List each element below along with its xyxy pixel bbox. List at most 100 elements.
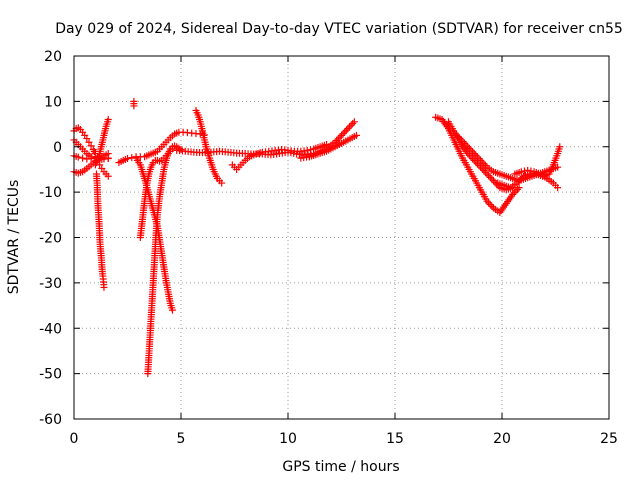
- x-tick-label: 5: [177, 431, 186, 447]
- series-track-f-hook: [96, 161, 112, 180]
- data-point: [104, 172, 112, 180]
- data-point: [104, 150, 112, 158]
- series-track-t-final: [511, 166, 562, 192]
- data-point: [470, 150, 478, 158]
- data-point: [87, 142, 95, 150]
- series-track-p-evening: [432, 113, 523, 217]
- data-point: [346, 123, 354, 131]
- data-point: [218, 179, 226, 187]
- data-point: [334, 135, 342, 143]
- data-point: [464, 143, 472, 151]
- data-point: [338, 131, 345, 139]
- series-track-k-plateau: [173, 146, 318, 159]
- data-point: [485, 172, 493, 180]
- series-track-e-rising: [91, 116, 112, 169]
- data-point: [489, 177, 497, 185]
- x-tick-label: 25: [600, 431, 618, 447]
- data-point: [488, 202, 496, 210]
- data-point: [83, 135, 91, 143]
- data-point: [472, 158, 480, 166]
- series-track-j-descent: [132, 154, 176, 314]
- data-point: [469, 148, 477, 156]
- y-tick-label: -40: [39, 321, 62, 337]
- data-point: [96, 161, 104, 169]
- data-point: [481, 161, 489, 169]
- data-point: [467, 153, 475, 161]
- data-point: [486, 201, 494, 209]
- series-track-o-late-low: [297, 131, 360, 162]
- data-point: [477, 156, 485, 164]
- data-point: [85, 138, 93, 146]
- data-point: [168, 306, 176, 314]
- data-point: [518, 174, 526, 182]
- data-point: [461, 139, 469, 147]
- data-point: [512, 187, 520, 195]
- data-point: [79, 154, 87, 162]
- data-point: [467, 146, 475, 154]
- data-point: [488, 175, 496, 183]
- data-point: [451, 129, 459, 137]
- y-tick-label: -30: [39, 276, 62, 292]
- data-point: [515, 177, 523, 185]
- data-point: [350, 118, 358, 126]
- data-point: [303, 146, 311, 154]
- data-point: [456, 134, 464, 142]
- data-point: [462, 141, 470, 149]
- data-point: [469, 155, 477, 163]
- data-point: [486, 173, 494, 181]
- data-point: [483, 197, 491, 205]
- data-point: [130, 102, 138, 110]
- data-point: [513, 179, 521, 187]
- data-markers: [70, 97, 564, 378]
- data-point: [465, 144, 473, 152]
- data-point: [481, 168, 489, 176]
- data-point: [524, 166, 532, 174]
- x-tick-label: 0: [70, 431, 79, 447]
- x-tick-label: 15: [386, 431, 404, 447]
- data-point: [341, 128, 349, 136]
- data-point: [339, 130, 347, 138]
- data-point: [342, 126, 350, 134]
- data-point: [306, 146, 314, 154]
- data-point: [473, 153, 481, 161]
- data-point: [347, 121, 355, 129]
- x-tick-label: 20: [493, 431, 511, 447]
- data-point: [483, 170, 491, 178]
- data-point: [480, 167, 488, 175]
- axes: 0 5 10 15 20 25 -60 -50 -40 -30 -20 -10 0 10 20: [39, 49, 618, 447]
- data-point: [478, 165, 486, 173]
- data-point: [465, 151, 473, 159]
- data-point: [516, 176, 524, 184]
- data-point: [470, 156, 478, 164]
- data-point: [124, 155, 131, 163]
- data-point: [478, 158, 486, 166]
- data-point: [475, 161, 483, 169]
- data-point: [352, 131, 360, 139]
- y-tick-label: 0: [53, 140, 62, 156]
- data-point: [527, 167, 535, 175]
- data-point: [520, 167, 528, 175]
- data-point: [349, 119, 357, 127]
- data-point: [480, 160, 488, 168]
- data-point: [477, 163, 485, 171]
- data-point: [74, 153, 82, 161]
- data-point: [336, 133, 344, 141]
- chart-title: Day 029 of 2024, Sidereal Day-to-day VTE…: [55, 21, 623, 37]
- y-tick-label: -60: [39, 412, 62, 428]
- data-point: [554, 184, 562, 192]
- data-point: [472, 151, 480, 159]
- data-point: [485, 199, 493, 207]
- data-point: [473, 160, 481, 168]
- y-axis-label: SDTVAR / TECUs: [6, 180, 22, 295]
- y-tick-label: 10: [44, 94, 62, 110]
- series-track-l-bump: [192, 106, 226, 187]
- series-isolated-points: [130, 97, 138, 110]
- data-point: [104, 116, 112, 124]
- grid-lines: [74, 56, 609, 419]
- series-track-f-drop: [92, 170, 108, 291]
- data-point: [517, 168, 525, 176]
- data-point: [344, 125, 352, 133]
- y-tick-label: -20: [39, 231, 62, 247]
- x-tick-label: 10: [279, 431, 297, 447]
